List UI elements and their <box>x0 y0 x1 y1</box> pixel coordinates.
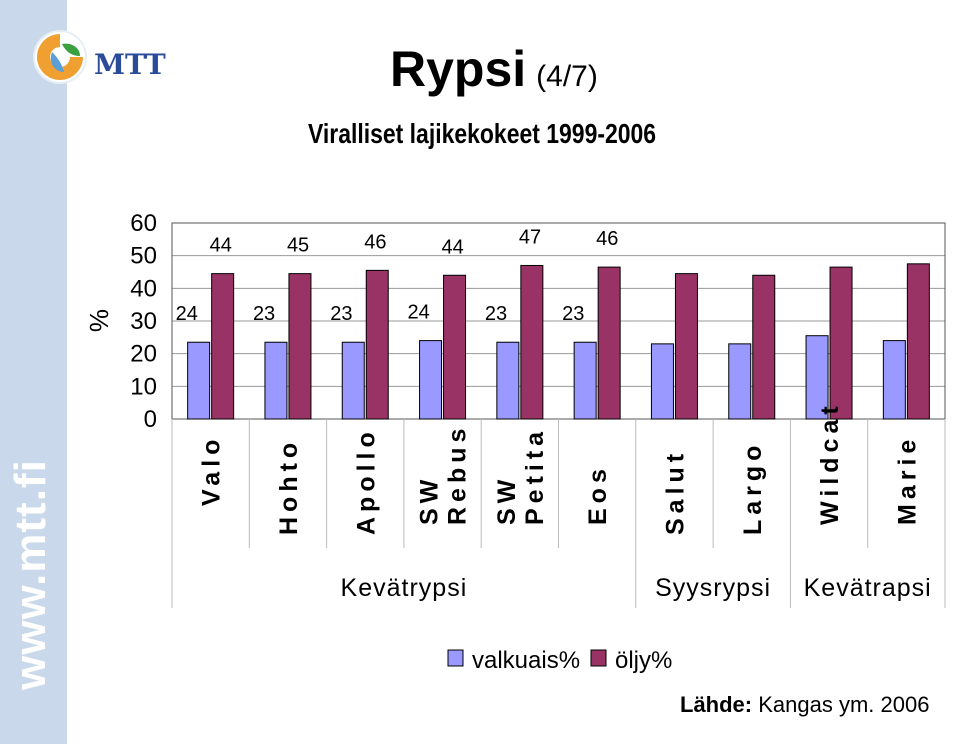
title-main: Rypsi <box>390 41 527 97</box>
bar-valkuais% <box>341 341 365 420</box>
legend-label: valkuais% <box>472 647 580 674</box>
x-tick-label: Eos <box>584 464 612 525</box>
bar-öljy% <box>829 266 853 420</box>
x-tick-label: SW <box>416 475 444 525</box>
group-label: Kevätrapsi <box>804 574 932 602</box>
bar-valkuais% <box>882 340 906 420</box>
legend-swatch <box>590 649 607 667</box>
y-tick-label: 0 <box>144 406 157 433</box>
page-subtitle: Viralliset lajikekokeet 1999-2006 <box>308 118 657 149</box>
group-label: Syysrypsi <box>655 574 771 602</box>
bar-öljy% <box>211 273 235 420</box>
source-label: Lähde: <box>680 692 753 717</box>
data-label: 46 <box>596 228 618 250</box>
y-tick-label: 50 <box>130 243 157 270</box>
bar-öljy% <box>674 273 698 420</box>
data-label: 24 <box>176 303 198 325</box>
data-label: 24 <box>408 302 430 324</box>
data-label: 23 <box>562 303 584 325</box>
page-title: Rypsi (4/7) <box>390 40 598 98</box>
x-tick-label: SW <box>493 475 521 525</box>
bar-valkuais% <box>650 343 674 420</box>
bar-öljy% <box>906 263 930 420</box>
data-label: 23 <box>485 303 507 325</box>
x-tick-label: Valo <box>198 435 226 506</box>
y-tick-label: 20 <box>130 341 157 368</box>
data-label: 44 <box>442 236 464 258</box>
x-tick-label: Salut <box>661 449 689 535</box>
data-label: 23 <box>330 303 352 325</box>
bar-öljy% <box>365 269 389 420</box>
x-tick-label: Apollo <box>352 427 380 535</box>
title-suffix: (4/7) <box>536 60 598 93</box>
bar-valkuais% <box>264 341 288 420</box>
y-tick-label: 60 <box>130 210 157 237</box>
x-tick-label: Petita <box>521 427 549 525</box>
bar-valkuais% <box>728 343 752 420</box>
y-tick-label: 30 <box>130 308 157 335</box>
legend-swatch <box>447 649 464 667</box>
bar-öljy% <box>752 274 776 420</box>
bar-öljy% <box>443 274 467 420</box>
data-label: 23 <box>253 303 275 325</box>
mtt-logo: MTT <box>30 22 170 92</box>
bar-valkuais% <box>496 341 520 420</box>
group-label: Kevätrypsi <box>341 574 468 602</box>
x-tick-label: Rebus <box>444 424 472 525</box>
x-tick-label: Largo <box>739 441 767 535</box>
x-tick-label: Wildcat <box>816 401 844 525</box>
data-label: 47 <box>519 226 541 248</box>
bar-öljy% <box>288 273 312 420</box>
bar-öljy% <box>520 264 544 420</box>
logo-text: MTT <box>94 48 166 81</box>
y-tick-label: 10 <box>130 373 157 400</box>
legend-label: öljy% <box>615 647 672 674</box>
bar-valkuais% <box>419 340 443 420</box>
y-tick-label: 40 <box>130 275 157 302</box>
bar-valkuais% <box>805 335 829 420</box>
data-label: 44 <box>210 235 232 257</box>
data-label: 46 <box>364 231 386 253</box>
bar-valkuais% <box>187 341 211 420</box>
bar-valkuais% <box>573 341 597 420</box>
logo-mark-icon: MTT <box>33 30 166 84</box>
source-text: Kangas ym. 2006 <box>758 692 930 717</box>
x-tick-label: Marie <box>893 435 921 525</box>
data-label: 45 <box>287 235 309 257</box>
source-note: Lähde: Kangas ym. 2006 <box>680 692 929 718</box>
x-tick-label: Hohto <box>275 438 303 535</box>
bar-öljy% <box>597 266 621 420</box>
sidebar-band: www.mtt.fi <box>0 0 67 744</box>
